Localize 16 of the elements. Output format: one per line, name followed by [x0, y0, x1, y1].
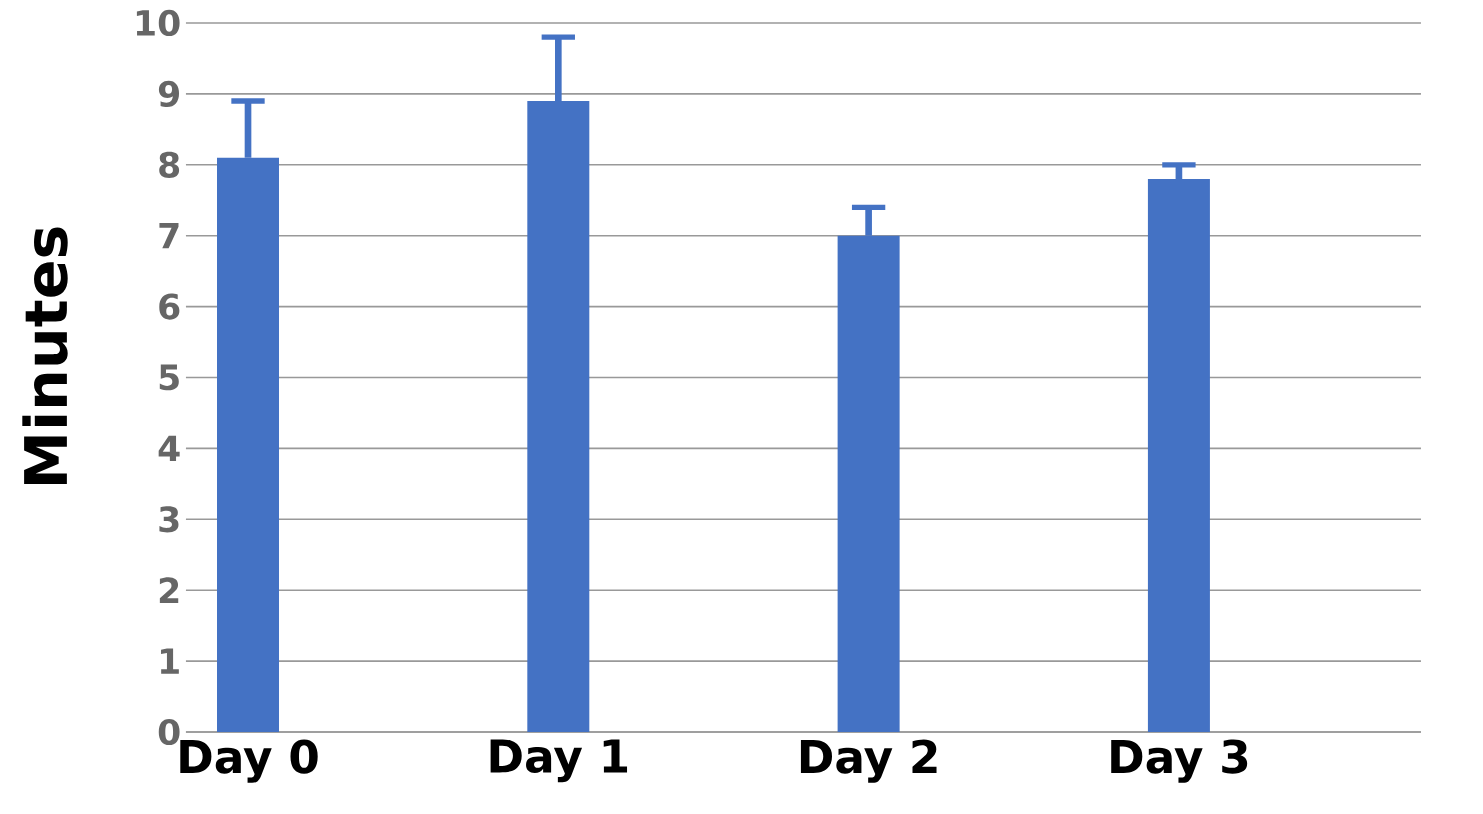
y-tick-label: 1: [161, 648, 179, 674]
x-tick-label: Day 1: [490, 739, 628, 783]
y-axis-title: Minutes: [22, 227, 68, 485]
x-tick-label: Day 0: [180, 739, 318, 783]
y-tick-label: 3: [159, 506, 179, 533]
y-tick-label: 8: [159, 151, 180, 178]
y-tick-label: 4: [158, 435, 180, 462]
y-tick-label: 9: [158, 80, 180, 107]
y-tick-label: 7: [159, 223, 179, 249]
x-tick-label: Day 3: [1111, 739, 1248, 783]
y-tick-label: 0: [158, 718, 180, 746]
y-tick-label: 2: [159, 577, 179, 604]
y-tick-label: 6: [159, 293, 180, 320]
y-tick-label: 5: [159, 364, 179, 391]
x-tick-label: Day 2: [800, 739, 937, 783]
y-tick-label: 10: [136, 9, 180, 37]
